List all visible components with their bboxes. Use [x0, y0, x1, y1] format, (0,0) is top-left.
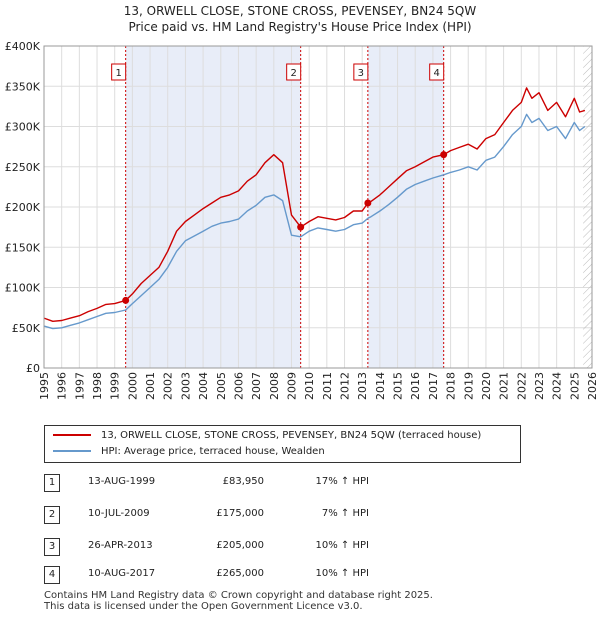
footer-licence: This data is licensed under the Open Gov…	[44, 601, 363, 612]
x-tick-label: 2017	[427, 372, 440, 400]
x-tick-label: 2012	[339, 372, 352, 400]
x-tick-label: 1999	[109, 372, 122, 400]
x-tick-label: 2025	[568, 372, 581, 400]
x-tick-label: 2013	[356, 372, 369, 400]
x-tick-label: 2007	[250, 372, 263, 400]
transaction-hpi: 7% ↑ HPI	[321, 508, 369, 519]
y-tick-label: £150K	[5, 241, 41, 254]
y-tick-label: £0	[26, 362, 40, 375]
chart-subtitle: Price paid vs. HM Land Registry's House …	[128, 20, 471, 34]
x-tick-label: 2008	[268, 372, 281, 400]
x-tick-label: 2024	[551, 372, 564, 400]
property-price-line	[43, 87, 586, 322]
x-tick-label: 2006	[232, 372, 245, 400]
x-tick-label: 2020	[480, 372, 493, 400]
sale-marker-box	[429, 63, 445, 81]
x-tick-label: 2018	[445, 372, 458, 400]
x-tick-label: 1998	[91, 372, 104, 400]
sale-marker-box	[286, 63, 302, 81]
transaction-price: £83,950	[222, 476, 264, 487]
x-tick-label: 2023	[533, 372, 546, 400]
transaction-badge: 3	[44, 538, 60, 556]
x-tick-label: 2022	[515, 372, 528, 400]
legend-label-property: 13, ORWELL CLOSE, STONE CROSS, PEVENSEY,…	[101, 430, 482, 441]
y-tick-label: £250K	[5, 161, 41, 174]
transaction-price: £265,000	[216, 568, 264, 579]
sale-marker-box	[111, 63, 127, 81]
x-tick-label: 2004	[197, 372, 210, 400]
transaction-date: 13-AUG-1999	[88, 476, 156, 487]
transaction-hpi: 10% ↑ HPI	[315, 568, 369, 579]
x-tick-label: 2002	[162, 372, 175, 400]
y-tick-label: £350K	[5, 80, 41, 93]
forecast-hatch	[583, 46, 592, 368]
transaction-badge: 1	[44, 474, 60, 492]
x-tick-label: 2011	[321, 372, 334, 400]
sale-marker-label: 1	[115, 68, 121, 79]
transaction-date: 10-AUG-2017	[88, 568, 156, 579]
price-chart: 13, ORWELL CLOSE, STONE CROSS, PEVENSEY,…	[5, 4, 599, 400]
plot-frame	[43, 45, 593, 369]
x-tick-label: 2001	[144, 372, 157, 400]
x-tick-label: 2005	[215, 372, 228, 400]
legend-swatch-property	[53, 434, 91, 436]
x-tick-label: 2019	[462, 372, 475, 400]
x-tick-label: 2026	[586, 372, 599, 400]
x-tick-label: 2010	[303, 372, 316, 400]
y-tick-label: £400K	[5, 40, 41, 53]
sale-point	[440, 151, 448, 159]
transaction-hpi: 17% ↑ HPI	[315, 476, 369, 487]
y-tick-label: £200K	[5, 201, 41, 214]
transaction-price: £175,000	[216, 508, 264, 519]
legend-item-hpi: HPI: Average price, terraced house, Weal…	[53, 445, 325, 459]
transaction-badge: 4	[44, 566, 60, 584]
y-tick-label: £100K	[5, 282, 41, 295]
x-tick-label: 2016	[409, 372, 422, 400]
sale-point	[122, 296, 130, 304]
x-tick-label: 2000	[126, 372, 139, 400]
legend-swatch-hpi	[53, 450, 91, 452]
chart-title: 13, ORWELL CLOSE, STONE CROSS, PEVENSEY,…	[124, 4, 477, 18]
legend-item-property: 13, ORWELL CLOSE, STONE CROSS, PEVENSEY,…	[53, 429, 481, 443]
sale-marker-label: 3	[358, 68, 364, 79]
x-tick-label: 2003	[179, 372, 192, 400]
sale-marker-label: 2	[290, 68, 296, 79]
footer-copyright: Contains HM Land Registry data © Crown c…	[44, 590, 433, 601]
transaction-badge: 2	[44, 506, 60, 524]
y-tick-label: £50K	[12, 322, 41, 335]
x-tick-label: 2021	[498, 372, 511, 400]
transaction-price: £205,000	[216, 540, 264, 551]
hpi-line	[43, 113, 586, 330]
sale-marker-box	[353, 63, 369, 81]
legend: 13, ORWELL CLOSE, STONE CROSS, PEVENSEY,…	[44, 425, 521, 463]
legend-label-hpi: HPI: Average price, terraced house, Weal…	[101, 446, 325, 457]
x-tick-label: 2015	[392, 372, 405, 400]
x-tick-label: 1996	[56, 372, 69, 400]
footer: Contains HM Land Registry data © Crown c…	[44, 590, 433, 612]
sale-point	[297, 223, 305, 231]
x-tick-label: 1997	[73, 372, 86, 400]
x-tick-label: 2014	[374, 372, 387, 400]
y-tick-label: £300K	[5, 121, 41, 134]
transaction-hpi: 10% ↑ HPI	[315, 540, 369, 551]
transaction-date: 10-JUL-2009	[88, 508, 150, 519]
sale-marker-label: 4	[433, 68, 439, 79]
transaction-date: 26-APR-2013	[88, 540, 153, 551]
x-tick-label: 2009	[285, 372, 298, 400]
sale-point	[364, 199, 372, 207]
x-tick-label: 1995	[38, 372, 51, 400]
